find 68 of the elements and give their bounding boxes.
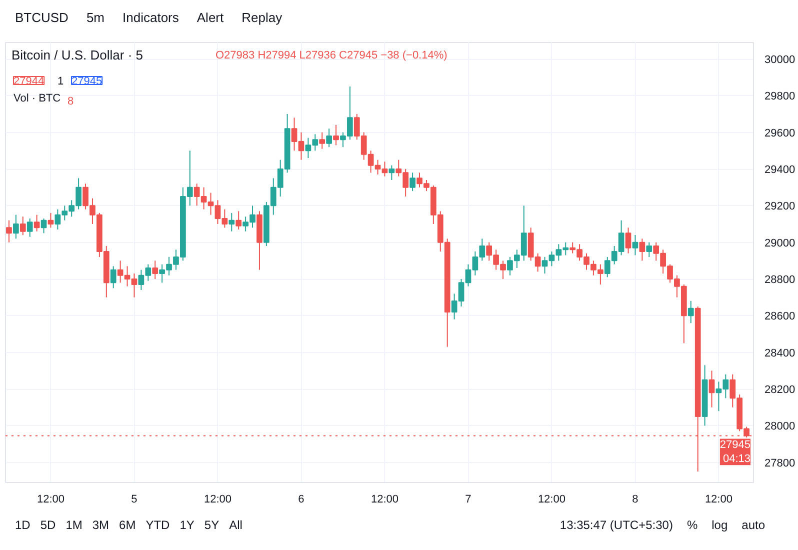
candlestick: [646, 242, 652, 258]
x-tick-label: 12:00: [36, 494, 64, 506]
candlestick: [625, 227, 632, 254]
text: Replay: [242, 10, 282, 25]
text: 5Y: [204, 518, 220, 532]
candlestick: [13, 214, 19, 240]
text: 1M: [66, 518, 82, 532]
candlestick: [688, 300, 694, 324]
candlestick: [48, 212, 54, 228]
y-tick-label: 28800: [764, 274, 796, 286]
y-tick-label: 29200: [764, 200, 796, 213]
candlestick: [319, 132, 326, 150]
text: Alert: [196, 10, 224, 25]
y-tick-label: 29600: [764, 127, 796, 140]
text: YTD: [146, 518, 170, 532]
text: 6M: [119, 518, 136, 532]
x-tick-label: 6: [298, 494, 304, 506]
text: O27983 H27994 L27936 C27945 −38 (−0.14%): [216, 50, 448, 62]
candlestick: [333, 124, 339, 146]
candlestick: [40, 218, 47, 234]
candlestick: [639, 238, 646, 262]
text: 13:35:47 (UTC+5:30): [560, 518, 673, 532]
x-tick-label: 5: [131, 494, 138, 506]
ref-line-label: 27945: [720, 438, 751, 451]
y-tick-label: 28400: [764, 347, 796, 360]
y-tick-label: 29800: [764, 90, 796, 103]
text: 5m: [86, 10, 105, 25]
candlestick: [388, 164, 395, 180]
annotation: 04:13: [722, 453, 751, 466]
text: Indicators: [122, 10, 179, 25]
y-tick-label: 28600: [764, 310, 796, 323]
candlestick: [632, 234, 638, 256]
candlestick: [110, 266, 116, 289]
candlestick: [6, 220, 12, 243]
x-tick-label: 12:00: [204, 494, 232, 506]
candlestick: [708, 370, 715, 408]
candlestick: [34, 214, 40, 232]
candlestick: [326, 128, 332, 148]
chart-title: Bitcoin / U.S. Dollar · 5: [12, 48, 143, 62]
y-tick-label: 27800: [764, 457, 796, 470]
text: log: [712, 518, 728, 532]
annotation: 8: [68, 96, 74, 108]
text: 5D: [40, 518, 56, 532]
candlestick: [26, 218, 33, 238]
x-tick-label: 12:00: [704, 494, 732, 506]
candlestick: [236, 210, 242, 230]
y-tick-label: 29400: [764, 164, 796, 176]
candlestick: [228, 212, 235, 232]
text: 1D: [15, 518, 30, 532]
x-tick-label: 12:00: [370, 494, 398, 506]
y-tick-label: 30000: [764, 54, 796, 66]
annotation: 1: [58, 76, 64, 88]
y-tick-label: 28200: [764, 384, 796, 396]
x-tick-label: 8: [632, 494, 638, 506]
x-tick-label: 7: [465, 494, 472, 506]
candlestick: [410, 172, 416, 192]
text: 1Y: [180, 518, 194, 532]
text: auto: [742, 518, 765, 532]
annotation: Vol · BTC: [14, 92, 61, 104]
x-tick-label: 12:00: [538, 494, 566, 506]
y-tick-label: 28000: [764, 420, 796, 433]
candlestick: [20, 216, 26, 236]
y-tick-label: 29000: [764, 237, 796, 250]
text: All: [229, 518, 242, 532]
text: 3M: [92, 518, 110, 532]
text: BTCUSD: [15, 10, 68, 25]
text: %: [686, 518, 698, 532]
candlestick: [152, 260, 158, 280]
